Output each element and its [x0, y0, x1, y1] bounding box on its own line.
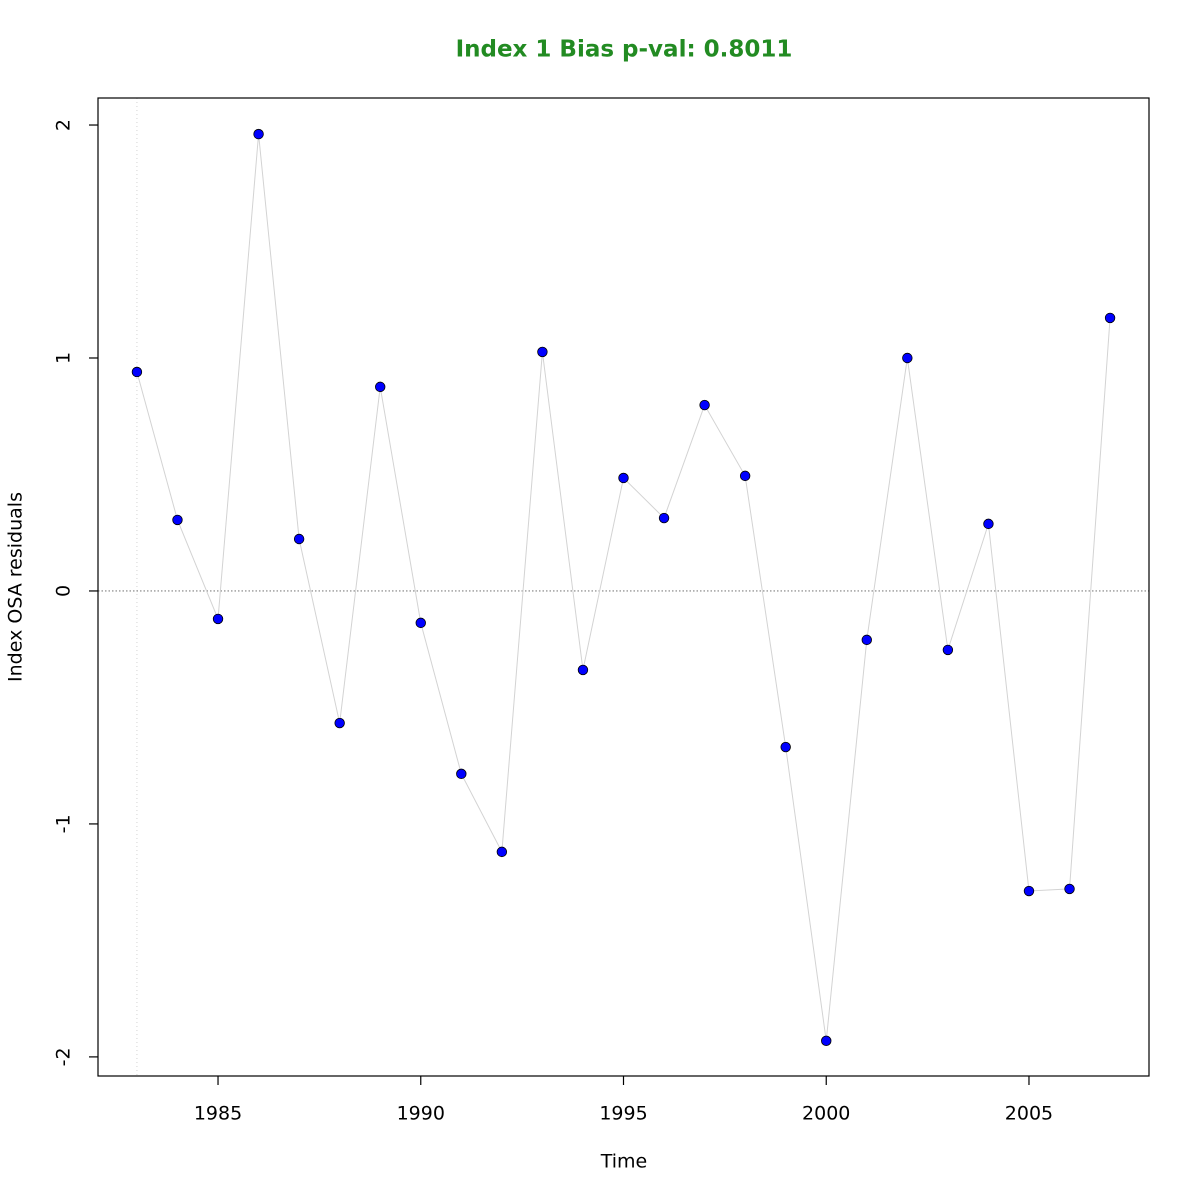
data-point	[415, 617, 426, 629]
y-tick-label: 0	[53, 585, 75, 597]
data-point	[375, 381, 386, 393]
x-tick-label: 2005	[1005, 1103, 1053, 1125]
data-point	[577, 664, 589, 676]
data-point	[293, 533, 305, 545]
data-point	[537, 346, 548, 358]
y-axis-label: Index OSA residuals	[5, 492, 27, 682]
plot-frame	[97, 97, 1150, 1077]
data-point	[821, 1035, 832, 1047]
data-point	[334, 717, 345, 729]
data-point	[942, 644, 954, 656]
x-axis-label: Time	[600, 1151, 648, 1173]
data-point	[861, 634, 872, 646]
data-point	[172, 514, 183, 526]
x-tick-label: 1985	[194, 1103, 242, 1125]
x-tick-label: 1990	[397, 1103, 445, 1125]
data-point	[131, 366, 143, 378]
data-point	[739, 470, 751, 482]
data-point	[1104, 312, 1116, 324]
data-point	[658, 512, 670, 524]
x-tick-label: 1995	[599, 1103, 647, 1125]
y-tick-label: 2	[53, 119, 75, 131]
data-point	[1064, 883, 1075, 895]
data-point	[496, 846, 508, 858]
data-point	[780, 741, 791, 753]
y-tick-label: -1	[53, 814, 75, 833]
y-tick-label: 1	[53, 352, 75, 364]
data-point	[618, 472, 629, 484]
x-tick-label: 2000	[802, 1103, 850, 1125]
data-point	[1023, 885, 1035, 897]
chart-title: Index 1 Bias p-val: 0.8011	[456, 37, 793, 63]
data-point	[902, 352, 913, 364]
data-point	[699, 399, 710, 411]
data-point	[456, 768, 467, 780]
series-line	[136, 134, 1111, 1041]
data-point	[983, 518, 994, 530]
data-point	[253, 128, 264, 140]
y-tick-label: -2	[53, 1047, 75, 1066]
data-point	[212, 613, 224, 625]
